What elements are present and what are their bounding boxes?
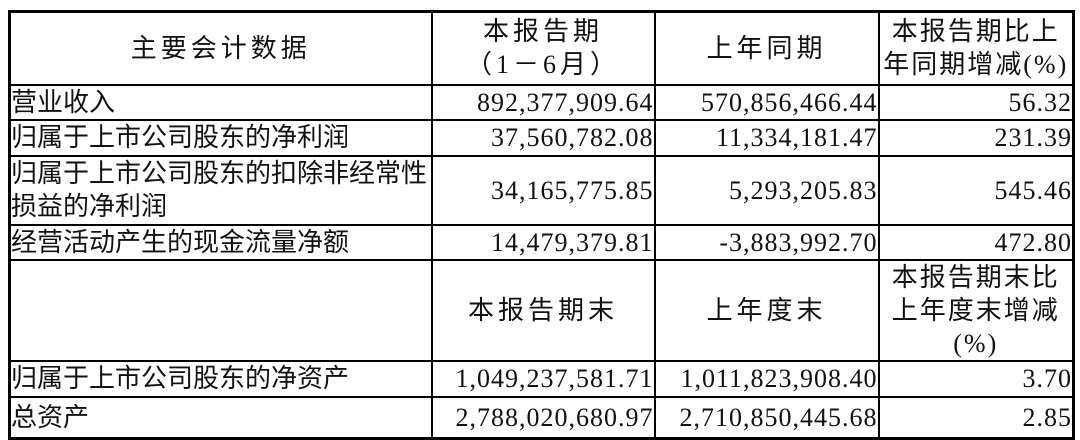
- row-label-line1: 归属于上市公司股东的扣除非经常性: [11, 159, 428, 188]
- row-label-cell: 归属于上市公司股东的净资产: [8, 359, 433, 398]
- row-label-cell: 总资产: [8, 395, 433, 440]
- change-value-cell: 545.46: [877, 154, 1075, 226]
- header-current-period-line2: （1－6月）: [465, 50, 620, 80]
- header-period-change-cell: 本报告期比上 年同期增减(%): [877, 10, 1075, 86]
- header-prior-period-label: 上年同期: [706, 33, 827, 63]
- header-balance-change-line1: 本报告期末比: [891, 262, 1060, 292]
- current-value-cell: 2,788,020,680.97: [430, 395, 656, 440]
- current-value-cell: 34,165,775.85: [430, 154, 656, 226]
- header-metric-cell: 主要会计数据: [8, 10, 433, 86]
- row-label-cell: 经营活动产生的现金流量净额: [8, 223, 433, 261]
- table-row-deducted-net-profit: 归属于上市公司股东的扣除非经常性 损益的净利润 34,165,775.85 5,…: [8, 154, 1075, 226]
- change-value-cell: 2.85: [877, 395, 1075, 440]
- header-prior-year-end-label: 上年度末: [706, 295, 827, 325]
- change-value-cell: 472.80: [877, 223, 1075, 261]
- table-header-balance-row: 本报告期末 上年度末 本报告期末比 上年度末增减 (%): [8, 258, 1075, 362]
- prior-value-cell: 5,293,205.83: [653, 154, 880, 226]
- header-prior-year-end-cell: 上年度末: [653, 258, 880, 362]
- table-row-operating-revenue: 营业收入 892,377,909.64 570,856,466.44 56.32: [8, 83, 1075, 121]
- prior-value-cell: 11,334,181.47: [653, 118, 880, 157]
- prior-value-cell: -3,883,992.70: [653, 223, 880, 261]
- header-period-end-cell: 本报告期末: [430, 258, 656, 362]
- header-balance-change-line2: 上年度末增减: [891, 295, 1060, 325]
- change-value-cell: 3.70: [877, 359, 1075, 398]
- header-prior-period-cell: 上年同期: [653, 10, 880, 86]
- change-value-cell: 56.32: [877, 83, 1075, 121]
- header-metric-label: 主要会计数据: [130, 33, 311, 63]
- table-header-period-row: 主要会计数据 本报告期 （1－6月） 上年同期 本报告期比上 年同期增减(%): [8, 10, 1075, 86]
- row-label-line2: 损益的净利润: [11, 192, 168, 221]
- table-row-total-assets: 总资产 2,788,020,680.97 2,710,850,445.68 2.…: [8, 395, 1075, 440]
- current-value-cell: 14,479,379.81: [430, 223, 656, 261]
- current-value-cell: 37,560,782.08: [430, 118, 656, 157]
- row-label-cell: 归属于上市公司股东的扣除非经常性 损益的净利润: [8, 154, 433, 226]
- prior-value-cell: 2,710,850,445.68: [653, 395, 880, 440]
- header-current-period-line1: 本报告期: [482, 17, 603, 47]
- header-balance-change-cell: 本报告期末比 上年度末增减 (%): [877, 258, 1075, 362]
- row-label-cell: 归属于上市公司股东的净利润: [8, 118, 433, 157]
- table-row-net-profit: 归属于上市公司股东的净利润 37,560,782.08 11,334,181.4…: [8, 118, 1075, 157]
- header-period-end-label: 本报告期末: [467, 295, 618, 325]
- current-value-cell: 1,049,237,581.71: [430, 359, 656, 398]
- change-value-cell: 231.39: [877, 118, 1075, 157]
- prior-value-cell: 570,856,466.44: [653, 83, 880, 121]
- header-period-change-line1: 本报告期比上: [891, 17, 1060, 47]
- header-balance-change-line3: (%): [953, 328, 999, 358]
- header-empty-cell: [8, 258, 433, 362]
- table-row-operating-cash-flow: 经营活动产生的现金流量净额 14,479,379.81 -3,883,992.7…: [8, 223, 1075, 261]
- header-period-change-line2: 年同期增减(%): [883, 50, 1069, 80]
- header-current-period-cell: 本报告期 （1－6月）: [430, 10, 656, 86]
- key-accounting-data-table: 主要会计数据 本报告期 （1－6月） 上年同期 本报告期比上 年同期增减(%) …: [8, 10, 1075, 440]
- prior-value-cell: 1,011,823,908.40: [653, 359, 880, 398]
- current-value-cell: 892,377,909.64: [430, 83, 656, 121]
- row-label-cell: 营业收入: [8, 83, 433, 121]
- table-row-net-assets: 归属于上市公司股东的净资产 1,049,237,581.71 1,011,823…: [8, 359, 1075, 398]
